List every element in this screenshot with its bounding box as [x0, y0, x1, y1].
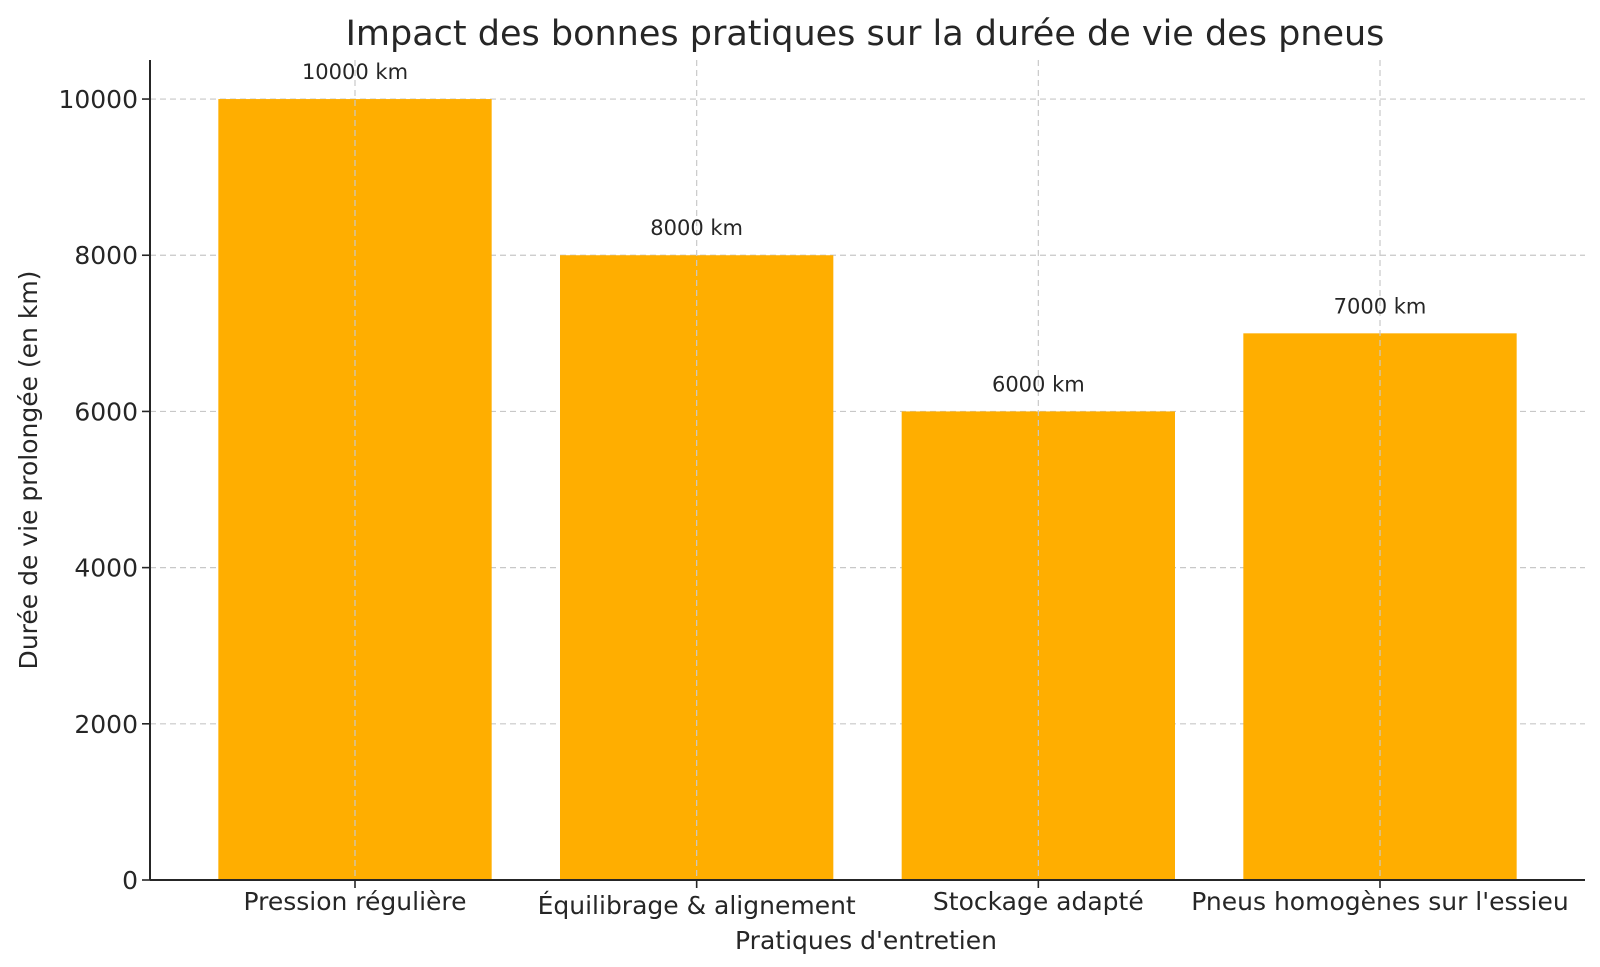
y-tick-label: 8000 [74, 241, 138, 270]
data-label: 6000 km [992, 372, 1085, 396]
x-axis-label: Pratiques d'entretien [735, 926, 997, 955]
axes: 0 2000 4000 6000 8000 10000 Pression régulière… [58, 60, 1585, 920]
bar [560, 255, 834, 880]
data-label: 10000 km [302, 60, 408, 84]
y-tick-label: 0 [122, 866, 138, 895]
chart-title: Impact des bonnes pratiques sur la durée… [346, 14, 1385, 54]
data-label: 8000 km [650, 216, 743, 240]
x-tick-label: Stockage adapté [933, 887, 1144, 916]
data-label: 7000 km [1334, 294, 1427, 318]
x-tick-label: Équilibrage & alignement [538, 891, 856, 920]
x-tick-label: Pneus homogènes sur l'essieu [1191, 887, 1568, 916]
y-axis-label: Durée de vie prolongée (en km) [14, 271, 43, 670]
x-tick-label: Pression régulière [243, 887, 466, 916]
y-tick-label: 10000 [58, 85, 138, 114]
vertical-grid-lines [354, 60, 1381, 880]
bar [218, 99, 492, 881]
bars [218, 99, 1517, 881]
y-tick-label: 4000 [74, 554, 138, 583]
y-tick-label: 6000 [74, 397, 138, 426]
y-tick-label: 2000 [74, 710, 138, 739]
data-labels: 10000 km 8000 km 6000 km 7000 km [302, 60, 1426, 396]
